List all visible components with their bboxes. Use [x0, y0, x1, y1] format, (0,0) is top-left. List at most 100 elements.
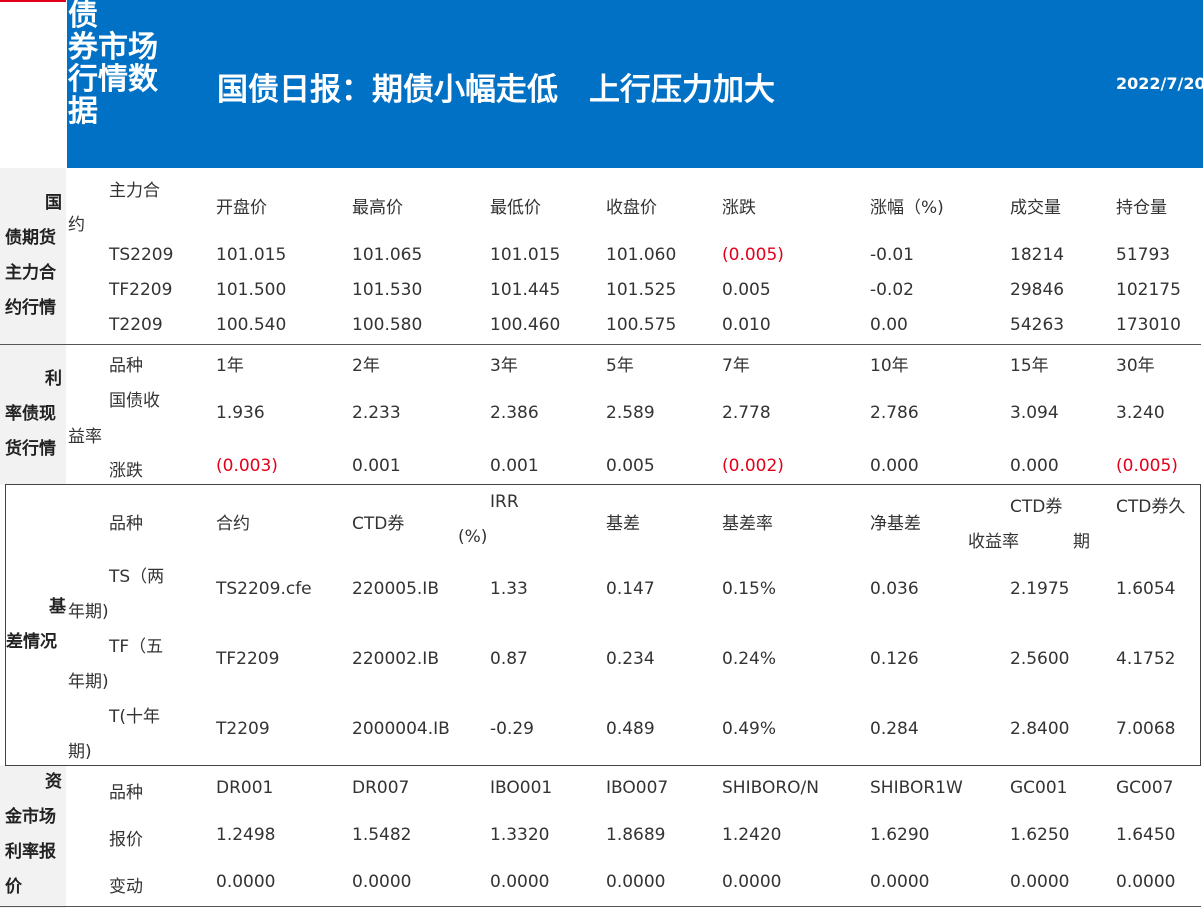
futures-cell: 0.005 [722, 280, 771, 300]
money-quote-cell: 1.8689 [606, 825, 666, 845]
report-title: 国债日报：期债小幅走低 上行压力加大 [217, 72, 775, 108]
futures-header-first-line2: 约 [68, 215, 85, 235]
money-section-bg [0, 765, 66, 908]
spot-change-label: 涨跌 [109, 461, 143, 481]
report-date: 2022/7/20 [1116, 74, 1203, 93]
futures-cell: 102175 [1116, 280, 1181, 300]
money-header-cell: DR001 [216, 778, 274, 798]
money-change-cell: 0.0000 [216, 872, 276, 892]
basis-row-name-line2: 期) [68, 742, 92, 762]
basis-cell: 220002.IB [352, 649, 439, 669]
futures-row-name: T2209 [109, 315, 163, 335]
futures-cell: 29846 [1010, 280, 1065, 300]
futures-cell: 100.540 [216, 315, 287, 335]
spot-change-cell-negative: (0.005) [1116, 456, 1178, 476]
money-quote-cell: 1.6250 [1010, 825, 1070, 845]
basis-cell: 4.1752 [1116, 649, 1176, 669]
futures-cell: 101.530 [352, 280, 423, 300]
futures-section-bg [0, 168, 66, 345]
basis-header-first: 品种 [109, 514, 143, 534]
money-header-cell: GC007 [1116, 778, 1174, 798]
basis-cell: T2209 [216, 719, 270, 739]
basis-cell: 2000004.IB [352, 719, 450, 739]
money-header-cell: IBO007 [606, 778, 669, 798]
money-quote-cell: 1.6450 [1116, 825, 1176, 845]
basis-cell: 0.87 [490, 649, 528, 669]
money-quote-label: 报价 [109, 830, 143, 850]
futures-cell: 100.580 [352, 315, 423, 335]
divider-futures-spot [0, 344, 1201, 345]
money-change-label: 变动 [109, 877, 143, 897]
futures-header-cell: 成交量 [1010, 198, 1061, 218]
spot-header-cell: 3年 [490, 356, 518, 376]
spot-header-first: 品种 [109, 356, 143, 376]
spot-change-cell: 0.001 [352, 456, 401, 476]
spot-yield-cell: 2.589 [606, 403, 655, 423]
money-section-label: 资 金市场 利率报 价 [5, 772, 62, 897]
basis-cell: 0.126 [870, 649, 919, 669]
basis-row-name-line2: 年期) [68, 672, 109, 692]
futures-cell: 101.065 [352, 245, 423, 265]
section-title: 债 券市场 行情数 据 [68, 0, 158, 129]
spot-header-cell: 1年 [216, 356, 244, 376]
futures-header-cell: 持仓量 [1116, 198, 1167, 218]
spot-yield-cell: 3.240 [1116, 403, 1165, 423]
spot-yield-cell: 2.786 [870, 403, 919, 423]
spot-section-bg [0, 345, 66, 485]
money-header-cell: GC001 [1010, 778, 1068, 798]
basis-header-irr-line2: (%) [458, 527, 488, 547]
futures-header-cell: 涨跌 [722, 198, 756, 218]
futures-cell: 54263 [1010, 315, 1065, 335]
money-change-cell: 0.0000 [1010, 872, 1070, 892]
spot-header-cell: 2年 [352, 356, 380, 376]
futures-section-label: 国 债期货 主力合 约行情 [5, 193, 62, 318]
top-accent-line [0, 0, 66, 2]
basis-section-label: 基 差情况 [6, 597, 66, 652]
futures-header-first-line1: 主力合 [109, 181, 160, 201]
money-quote-cell: 1.2420 [722, 825, 782, 845]
basis-header-net-basis: 净基差 [870, 514, 921, 534]
futures-header-cell: 涨幅（%) [870, 198, 944, 218]
basis-cell: 0.147 [606, 579, 655, 599]
spot-yield-cell: 3.094 [1010, 403, 1059, 423]
money-header-first: 品种 [109, 783, 143, 803]
basis-cell: TF2209 [216, 649, 280, 669]
spot-change-cell: 0.001 [490, 456, 539, 476]
futures-row-name: TS2209 [109, 245, 174, 265]
basis-header-ctd-duration-line2: 期 [1073, 532, 1090, 552]
spot-header-cell: 10年 [870, 356, 909, 376]
basis-header-ctd-yield-line1: CTD券 [1010, 497, 1063, 517]
spot-section-label: 利 率债现 货行情 [5, 369, 62, 459]
futures-cell: -0.02 [870, 280, 914, 300]
money-quote-cell: 1.3320 [490, 825, 550, 845]
basis-cell: 2.1975 [1010, 579, 1070, 599]
spot-yield-label-line2: 益率 [68, 427, 102, 447]
basis-cell: -0.29 [490, 719, 534, 739]
basis-row-name-line1: TF（五 [109, 637, 164, 657]
basis-cell: TS2209.cfe [216, 579, 312, 599]
futures-cell: 0.00 [870, 315, 908, 335]
basis-header-ctd: CTD券 [352, 514, 405, 534]
basis-header-basis: 基差 [606, 514, 640, 534]
money-quote-cell: 1.5482 [352, 825, 412, 845]
basis-cell: 0.284 [870, 719, 919, 739]
money-change-cell: 0.0000 [352, 872, 412, 892]
money-header-cell: DR007 [352, 778, 410, 798]
basis-header-basis-rate: 基差率 [722, 514, 773, 534]
futures-cell: 100.460 [490, 315, 561, 335]
futures-cell: 51793 [1116, 245, 1171, 265]
basis-header-contract: 合约 [216, 514, 250, 534]
basis-row-name-line2: 年期) [68, 602, 109, 622]
report-header-bar [67, 0, 1203, 168]
spot-change-cell: 0.000 [1010, 456, 1059, 476]
futures-header-cell: 收盘价 [606, 198, 657, 218]
futures-cell: 101.060 [606, 245, 677, 265]
spot-change-cell: 0.000 [870, 456, 919, 476]
basis-header-ctd-yield-line2: 收益率 [968, 532, 1019, 552]
money-change-cell: 0.0000 [1116, 872, 1176, 892]
spot-yield-label-line1: 国债收 [109, 391, 160, 411]
money-header-cell: SHIBORO/N [722, 778, 819, 798]
basis-cell: 0.489 [606, 719, 655, 739]
money-change-cell: 0.0000 [490, 872, 550, 892]
futures-cell: 101.445 [490, 280, 561, 300]
